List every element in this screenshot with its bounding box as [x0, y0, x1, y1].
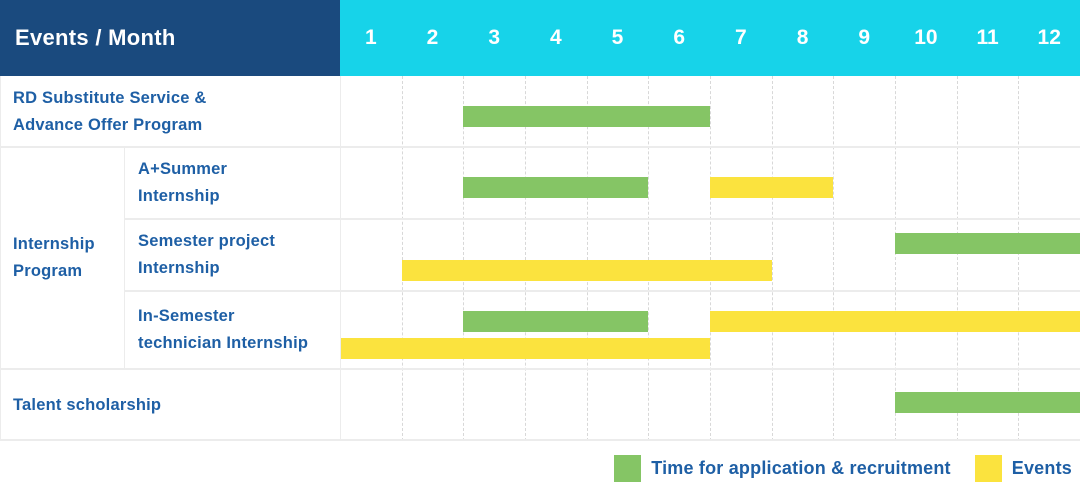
month-label-6: 6: [673, 26, 686, 49]
month-label-8: 8: [796, 26, 809, 49]
row-label-talent-scholarship: Talent scholarship: [13, 395, 162, 414]
bar-application-m10-m12: [895, 233, 1080, 254]
bar-events-m1-m6: [340, 338, 710, 359]
row-label-in-semester-technician-internship: In-Semester technician Internship: [138, 307, 309, 352]
month-label-11: 11: [976, 26, 999, 49]
month-gridline: [463, 76, 465, 441]
month-label-9: 9: [858, 26, 871, 49]
month-label-12: 12: [1037, 26, 1061, 49]
events-month-label: Events / Month: [15, 25, 176, 50]
month-gridline: [833, 76, 835, 441]
row-label-a-summer-internship: A+Summer Internship: [138, 160, 228, 205]
month-gridline: [895, 76, 896, 441]
column-divider: [0, 76, 1, 441]
bar-application-m3-m5: [463, 311, 649, 332]
month-label-4: 4: [550, 26, 562, 49]
month-gridline: [648, 76, 650, 441]
row-label-semester-project-internship: Semester project Internship: [138, 232, 276, 277]
month-label-10: 10: [914, 26, 938, 49]
month-gridline: [586, 76, 588, 441]
month-label-1: 1: [364, 26, 377, 49]
legend-swatch-events: [974, 454, 1002, 482]
column-divider: [124, 147, 125, 369]
month-gridline: [401, 76, 403, 441]
month-gridline: [710, 76, 711, 441]
month-label-7: 7: [735, 26, 747, 49]
row-label-rd-substitute: RD Substitute Service & Advance Offer Pr…: [13, 88, 207, 134]
month-label-3: 3: [488, 26, 501, 49]
table-body: RD Substitute Service & Advance Offer Pr…: [0, 76, 1080, 441]
bar-application-m3-m5: [463, 177, 649, 198]
legend-label-application: Time for application & recruitment: [651, 457, 951, 478]
legend-label-events: Events: [1011, 457, 1072, 478]
row-divider: [0, 368, 1080, 370]
bar-events-m7-m12: [710, 311, 1080, 332]
legend: Time for application & recruitment Event…: [614, 452, 1072, 484]
table-header-events-month: Events / Month: [0, 0, 340, 76]
row-divider: [0, 146, 1080, 148]
bar-application-m10-m12: [895, 392, 1080, 413]
legend-swatch-application: [614, 454, 642, 482]
month-gridline: [771, 76, 773, 441]
row-divider: [124, 218, 1080, 220]
month-label-5: 5: [611, 26, 624, 49]
month-header: 1 2 3 4 5 6 7 8 9 10 11 12: [340, 0, 1080, 76]
row-divider: [124, 290, 1080, 292]
column-divider: [340, 76, 341, 441]
group-label-internship-program: Internship Program: [13, 235, 95, 280]
month-gridline: [1018, 76, 1020, 441]
bar-application-m3-m6: [463, 106, 710, 127]
bar-events-m2-m7: [401, 260, 772, 281]
bar-events-m7-m8: [710, 177, 834, 198]
month-gridline: [525, 76, 526, 441]
month-gridline: [956, 76, 958, 441]
row-divider: [0, 439, 1080, 441]
month-label-2: 2: [426, 26, 439, 49]
